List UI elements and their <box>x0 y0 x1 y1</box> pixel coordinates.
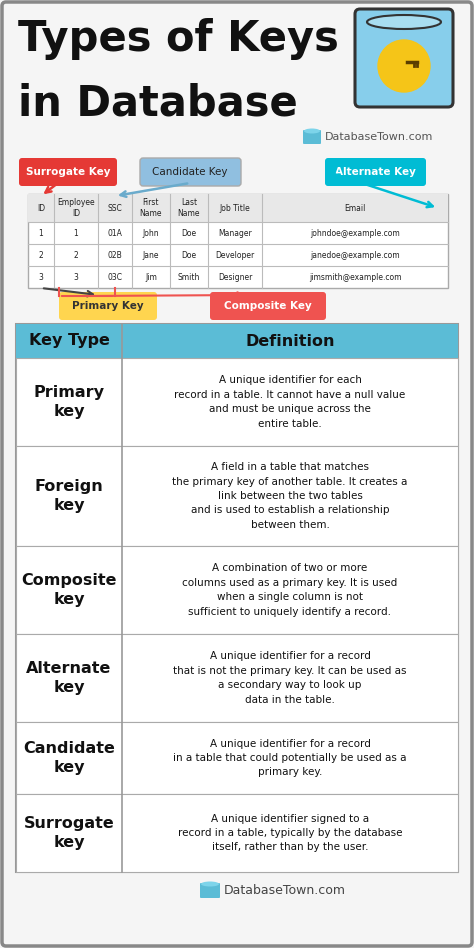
Text: johndoe@example.com: johndoe@example.com <box>310 228 400 238</box>
Text: Surrogate
key: Surrogate key <box>24 815 114 850</box>
Text: 1: 1 <box>73 228 78 238</box>
Text: Candidate Key: Candidate Key <box>152 167 228 177</box>
Text: 2: 2 <box>38 250 44 260</box>
Text: 3: 3 <box>73 272 78 282</box>
FancyBboxPatch shape <box>303 130 321 144</box>
Circle shape <box>378 40 430 92</box>
FancyBboxPatch shape <box>16 546 458 634</box>
Text: John: John <box>143 228 159 238</box>
Text: Jane: Jane <box>143 250 159 260</box>
Text: in Database: in Database <box>18 82 298 124</box>
Text: Surrogate Key: Surrogate Key <box>26 167 110 177</box>
FancyBboxPatch shape <box>28 194 448 288</box>
Text: First
Name: First Name <box>140 198 162 218</box>
FancyBboxPatch shape <box>16 446 458 546</box>
Text: Alternate Key: Alternate Key <box>335 167 415 177</box>
Text: 02B: 02B <box>108 250 122 260</box>
Text: Developer: Developer <box>215 250 255 260</box>
FancyBboxPatch shape <box>16 634 458 722</box>
Text: Key Type: Key Type <box>28 334 109 349</box>
Text: Jim: Jim <box>145 272 157 282</box>
Text: 3: 3 <box>38 272 44 282</box>
Text: ID: ID <box>37 204 45 212</box>
Text: 1: 1 <box>38 228 44 238</box>
FancyBboxPatch shape <box>140 158 241 186</box>
Text: A unique identifier for a record
that is not the primary key. It can be used as
: A unique identifier for a record that is… <box>173 651 407 704</box>
FancyBboxPatch shape <box>325 158 426 186</box>
Text: Designer: Designer <box>218 272 252 282</box>
FancyBboxPatch shape <box>16 324 458 358</box>
Text: Email: Email <box>344 204 365 212</box>
Text: A field in a table that matches
the primary key of another table. It creates a
l: A field in a table that matches the prim… <box>173 463 408 530</box>
Text: SSC: SSC <box>108 204 122 212</box>
Text: jimsmith@example.com: jimsmith@example.com <box>309 272 401 282</box>
FancyBboxPatch shape <box>16 358 458 446</box>
Text: Manager: Manager <box>218 228 252 238</box>
Text: 01A: 01A <box>108 228 122 238</box>
FancyBboxPatch shape <box>59 292 157 320</box>
Ellipse shape <box>304 129 320 134</box>
FancyBboxPatch shape <box>16 722 458 794</box>
FancyBboxPatch shape <box>210 292 326 320</box>
Text: Employee
ID: Employee ID <box>57 198 95 218</box>
Text: Composite
key: Composite key <box>21 573 117 608</box>
Ellipse shape <box>201 882 219 886</box>
Text: Foreign
key: Foreign key <box>35 479 103 514</box>
FancyBboxPatch shape <box>16 324 458 872</box>
FancyBboxPatch shape <box>16 794 458 872</box>
Text: Doe: Doe <box>182 250 197 260</box>
FancyBboxPatch shape <box>200 883 220 898</box>
Text: Job Title: Job Title <box>219 204 250 212</box>
FancyBboxPatch shape <box>19 158 117 186</box>
Text: Types of Keys: Types of Keys <box>18 18 339 60</box>
Text: Smith: Smith <box>178 272 200 282</box>
FancyBboxPatch shape <box>28 194 448 222</box>
Text: Primary
key: Primary key <box>34 385 104 419</box>
Text: Doe: Doe <box>182 228 197 238</box>
Text: A unique identifier for a record
in a table that could potentially be used as a
: A unique identifier for a record in a ta… <box>173 738 407 777</box>
Text: Primary Key: Primary Key <box>72 301 144 311</box>
Text: 2: 2 <box>73 250 78 260</box>
Text: Alternate
key: Alternate key <box>27 661 112 696</box>
Text: DatabaseTown.com: DatabaseTown.com <box>224 884 346 897</box>
Ellipse shape <box>367 15 441 29</box>
Text: A combination of two or more
columns used as a primary key. It is used
when a si: A combination of two or more columns use… <box>182 563 398 616</box>
Text: 03C: 03C <box>108 272 122 282</box>
Text: Composite Key: Composite Key <box>224 301 312 311</box>
Text: Last
Name: Last Name <box>178 198 200 218</box>
FancyBboxPatch shape <box>355 9 453 107</box>
Text: A unique identifier signed to a
record in a table, typically by the database
its: A unique identifier signed to a record i… <box>178 813 402 852</box>
Text: Definition: Definition <box>245 334 335 349</box>
Text: A unique identifier for each
record in a table. It cannot have a null value
and : A unique identifier for each record in a… <box>174 375 406 428</box>
Text: Candidate
key: Candidate key <box>23 740 115 775</box>
Text: janedoe@example.com: janedoe@example.com <box>310 250 400 260</box>
Text: DatabaseTown.com: DatabaseTown.com <box>325 132 433 142</box>
